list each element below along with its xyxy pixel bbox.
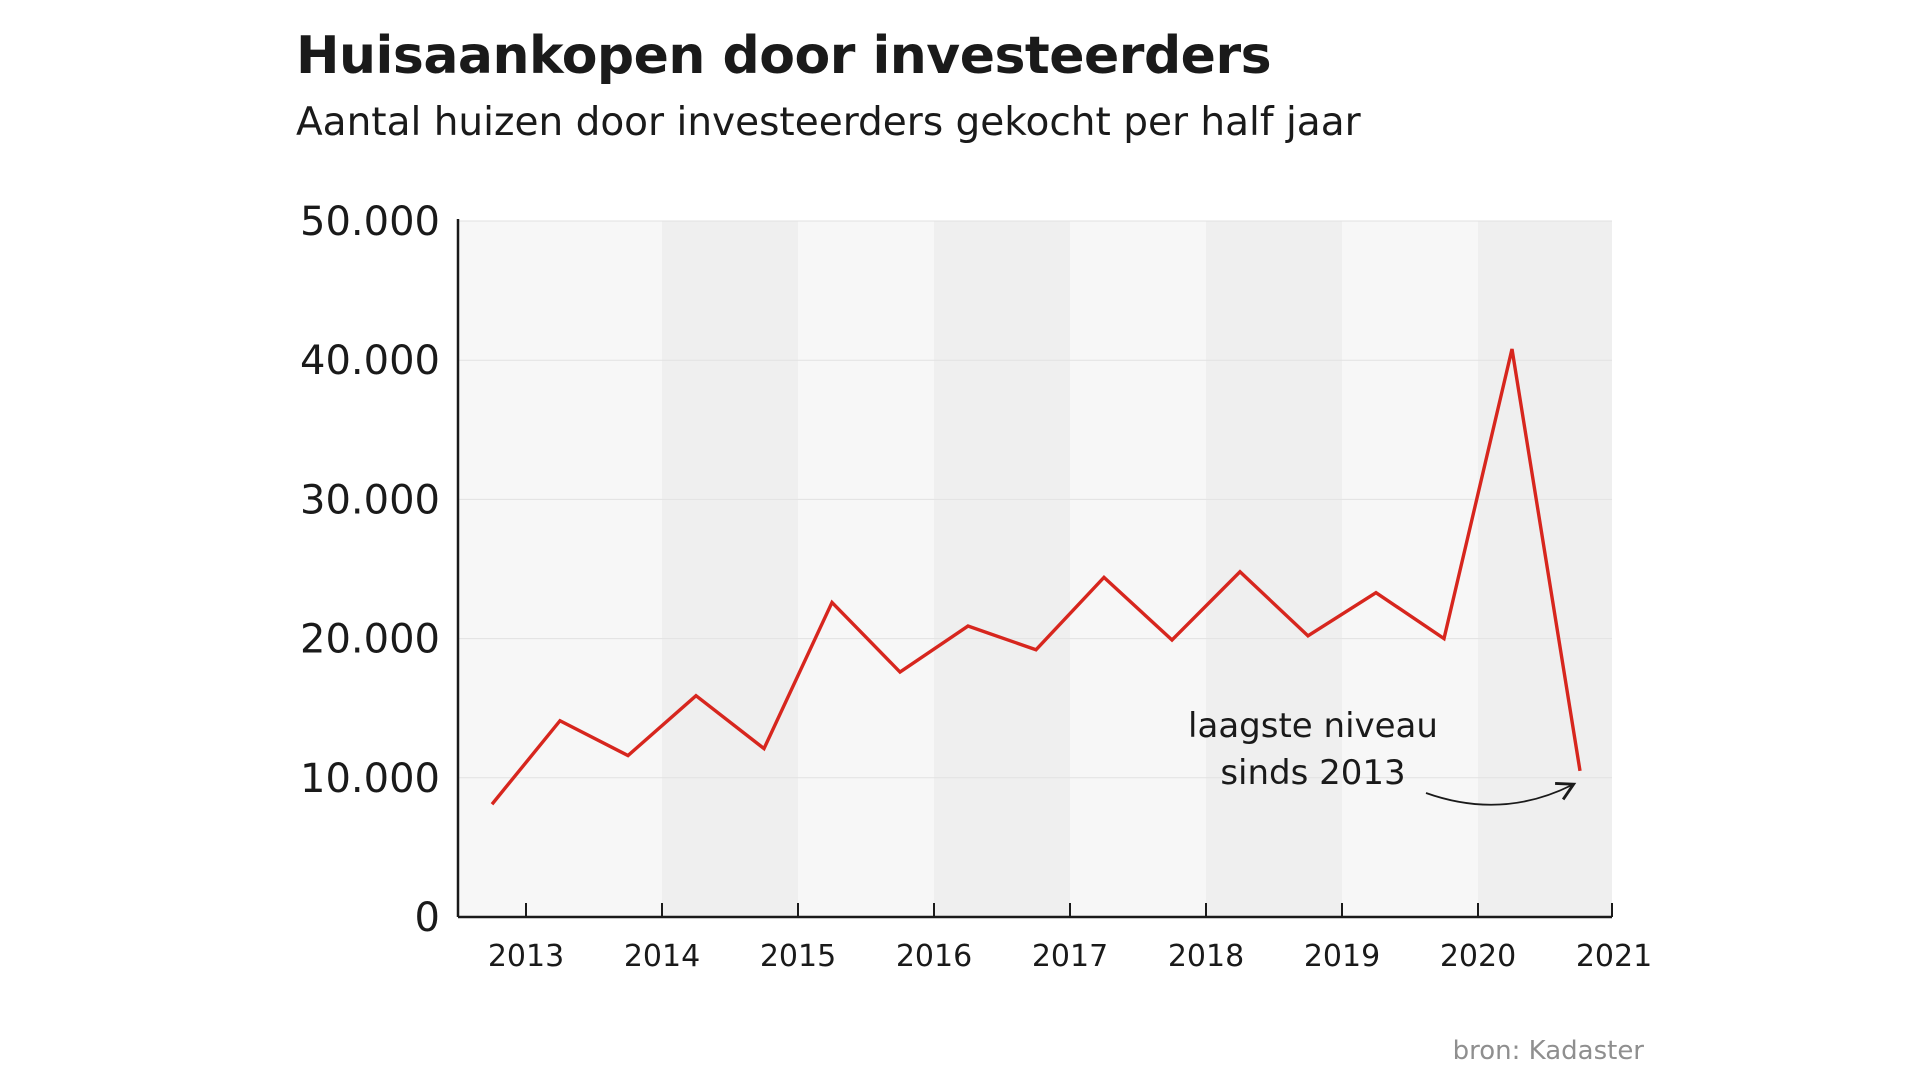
x-tick-label: 2014	[624, 939, 700, 974]
annotation-low-point: laagste niveau sinds 2013	[1188, 706, 1577, 806]
annotation-text: sinds 2013	[1220, 753, 1405, 793]
x-tick-label: 2019	[1304, 939, 1380, 974]
annotation-text: laagste niveau	[1188, 706, 1438, 746]
year-band	[1478, 221, 1612, 917]
x-tick-label: 2017	[1032, 939, 1108, 974]
source-note: bron: Kadaster	[1452, 1036, 1644, 1066]
axes	[456, 219, 1613, 919]
y-tick-label: 20.000	[300, 617, 440, 663]
y-tick-label: 30.000	[300, 477, 440, 523]
gridlines	[458, 220, 1612, 779]
annotation-arrow	[1425, 781, 1577, 806]
year-bands	[458, 221, 1612, 917]
chart-title: Huisaankopen door investeerders	[296, 26, 1272, 86]
x-tick-label: 2013	[488, 939, 564, 974]
x-tick-labels: 2013 2014 2015 2016 2017 2018 2019 2020 2021	[488, 939, 1652, 974]
chart-subtitle: Aantal huizen door investeerders gekocht…	[296, 100, 1361, 145]
x-tick-label: 2016	[896, 939, 972, 974]
year-band	[662, 221, 798, 917]
y-tick-label: 0	[415, 895, 440, 941]
year-band	[934, 221, 1070, 917]
series-line	[490, 348, 1582, 806]
year-band	[1206, 221, 1342, 917]
x-tick-label: 2015	[760, 939, 836, 974]
x-tick-label: 2021	[1576, 939, 1652, 974]
y-tick-label: 50.000	[300, 199, 440, 245]
y-tick-label: 10.000	[300, 756, 440, 802]
y-tick-label: 40.000	[300, 338, 440, 384]
x-tick-label: 2020	[1440, 939, 1516, 974]
y-tick-labels: 0 10.000 20.000 30.000 40.000 50.000	[300, 199, 440, 941]
x-tick-label: 2018	[1168, 939, 1244, 974]
